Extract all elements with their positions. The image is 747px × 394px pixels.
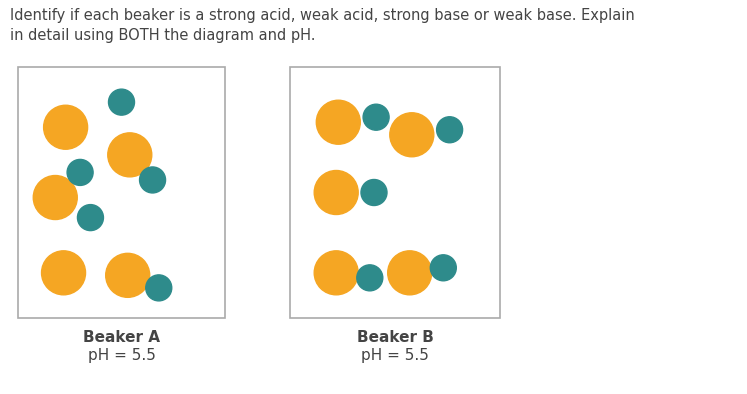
Circle shape [430,255,456,281]
Text: pH = 5.5: pH = 5.5 [361,348,429,363]
Circle shape [361,180,387,206]
Circle shape [34,175,77,219]
Circle shape [314,251,359,295]
Circle shape [146,275,172,301]
Circle shape [42,251,86,295]
Circle shape [108,89,134,115]
Bar [290,67,500,318]
Text: Identify if each beaker is a strong acid, weak acid, strong base or weak base. E: Identify if each beaker is a strong acid… [10,8,635,43]
Circle shape [140,167,166,193]
Circle shape [316,100,360,144]
Circle shape [43,105,87,149]
Circle shape [314,171,359,214]
Circle shape [388,251,432,295]
Circle shape [108,133,152,177]
Circle shape [357,265,382,291]
Circle shape [78,204,103,230]
Text: pH = 5.5: pH = 5.5 [87,348,155,363]
Circle shape [436,117,462,143]
Circle shape [106,253,149,297]
Bar [18,67,225,318]
Circle shape [363,104,389,130]
Text: Beaker A: Beaker A [83,330,160,345]
Circle shape [390,113,434,157]
Circle shape [67,160,93,186]
Text: Beaker B: Beaker B [356,330,433,345]
